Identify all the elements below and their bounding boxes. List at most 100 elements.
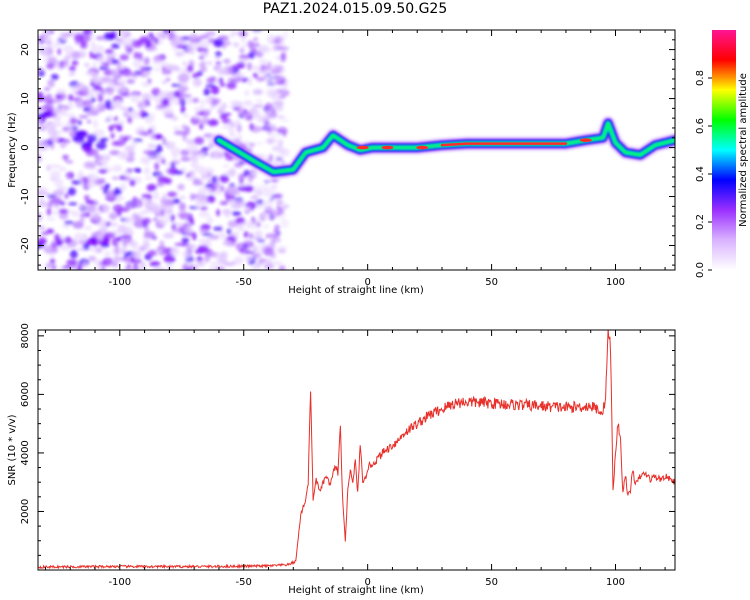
spectral-noise-blob — [173, 130, 185, 136]
spectral-noise-blob — [270, 132, 276, 140]
spectral-noise-blob — [251, 171, 257, 177]
spectral-noise-blob — [170, 248, 180, 256]
spectral-noise-blob — [272, 100, 285, 107]
spectral-noise-blob — [131, 39, 143, 49]
spectral-noise-blob — [141, 209, 149, 214]
spectral-noise-blob — [191, 72, 200, 79]
spectral-noise-blob — [170, 162, 176, 169]
spectral-noise-blob — [272, 44, 281, 51]
spectral-noise-blob — [229, 199, 235, 206]
spectral-noise-blob — [163, 254, 176, 264]
spectral-noise-blob — [99, 137, 109, 143]
spectral-noise-blob — [192, 78, 202, 87]
spectral-noise-blob — [130, 258, 142, 264]
spectral-noise-blob — [182, 132, 187, 142]
spectral-noise-blob — [104, 183, 111, 190]
spectrogram-x-label: 0 — [364, 277, 370, 288]
spectral-noise-blob — [144, 60, 150, 67]
spectral-noise-blob — [274, 224, 281, 230]
spectral-noise-blob — [112, 164, 123, 173]
spectral-noise-blob — [43, 103, 54, 110]
spectral-noise-blob — [170, 116, 179, 121]
spectral-noise-blob — [181, 237, 190, 243]
spectral-noise-blob — [122, 70, 134, 77]
spectral-noise-blob — [112, 248, 124, 256]
spectral-noise-blob — [269, 240, 276, 249]
spectral-noise-blob — [255, 76, 266, 82]
spectral-noise-blob — [247, 51, 256, 59]
spectral-noise-blob — [47, 128, 58, 136]
spectral-noise-blob — [199, 170, 205, 175]
spectral-noise-blob — [58, 208, 69, 214]
spectral-noise-blob — [251, 252, 262, 258]
spectral-noise-blob — [181, 87, 186, 97]
spectral-noise-blob — [51, 243, 57, 248]
spectral-noise-blob — [225, 186, 238, 194]
spectral-noise-blob — [207, 178, 212, 185]
spectral-noise-blob — [181, 81, 188, 86]
spectral-noise-blob — [82, 85, 90, 94]
spectral-noise-blob — [149, 131, 155, 140]
spectral-noise-blob — [138, 130, 148, 136]
spectral-noise-blob — [163, 177, 172, 185]
spectral-noise-blob — [143, 149, 155, 155]
spectral-noise-blob — [110, 133, 115, 139]
spectral-noise-blob — [242, 101, 253, 107]
spectral-noise-blob — [185, 138, 197, 145]
spectral-noise-blob — [256, 205, 265, 210]
spectral-noise-blob — [264, 102, 274, 111]
spectral-noise-blob — [174, 51, 185, 57]
spectral-noise-blob — [167, 141, 176, 148]
spectral-noise-blob — [152, 56, 164, 62]
colorbar-ticks: 0.0 0.2 0.4 0.6 0.8 — [695, 70, 712, 278]
spectral-noise-blob — [38, 112, 49, 118]
spectral-noise-blob — [153, 267, 166, 270]
spectral-noise-blob — [203, 88, 211, 97]
spectral-noise-blob — [260, 46, 272, 54]
spectral-noise-blob — [55, 39, 61, 47]
spectral-noise-blob — [99, 226, 108, 234]
spectral-noise-blob — [154, 135, 164, 140]
spectral-noise-blob — [256, 198, 264, 206]
spectral-noise-blob — [202, 108, 212, 113]
spectral-noise-blob — [38, 119, 43, 123]
snr-y-label: 6000 — [20, 382, 31, 407]
spectral-noise-blob — [68, 202, 78, 206]
spectral-noise-blob — [173, 170, 184, 175]
spectral-noise-blob — [239, 47, 245, 54]
spectral-noise-blob — [217, 267, 223, 270]
spectral-noise-blob — [50, 73, 59, 81]
spectral-noise-blob — [219, 200, 229, 206]
spectral-noise-blob — [282, 204, 290, 209]
spectral-noise-blob — [273, 64, 284, 70]
spectral-noise-blob — [103, 232, 116, 239]
spectral-noise-blob — [109, 150, 121, 156]
spectral-noise-blob — [265, 140, 278, 144]
spectral-noise-blob — [75, 83, 83, 90]
spectral-noise-blob — [171, 83, 182, 87]
spectral-noise-blob — [243, 221, 253, 226]
spectral-noise-blob — [60, 224, 71, 228]
spectral-noise-blob — [178, 97, 183, 105]
spectral-noise-blob — [221, 125, 233, 129]
spectral-noise-blob — [240, 36, 246, 43]
spectral-noise-blob — [38, 225, 46, 230]
spectral-noise-blob — [203, 113, 209, 118]
spectral-noise-blob — [98, 66, 109, 71]
spectral-noise-blob — [198, 62, 207, 69]
spectral-noise-blob — [255, 230, 262, 238]
spectral-noise-blob — [87, 173, 99, 182]
spectral-noise-blob — [117, 224, 128, 234]
spectral-noise-blob — [103, 251, 112, 257]
spectral-noise-blob — [92, 86, 104, 92]
spectral-noise-blob — [162, 193, 167, 203]
spectral-noise-blob — [142, 72, 151, 76]
spectral-noise-blob — [237, 133, 242, 141]
spectral-noise-blob — [145, 176, 153, 181]
spectral-noise-blob — [274, 56, 281, 60]
spectral-noise-blob — [199, 201, 206, 206]
spectral-noise-blob — [279, 54, 286, 63]
spectral-noise-blob — [219, 251, 228, 259]
colorbar-tick-label: 0.4 — [695, 166, 706, 182]
spectral-noise-blob — [154, 67, 160, 72]
